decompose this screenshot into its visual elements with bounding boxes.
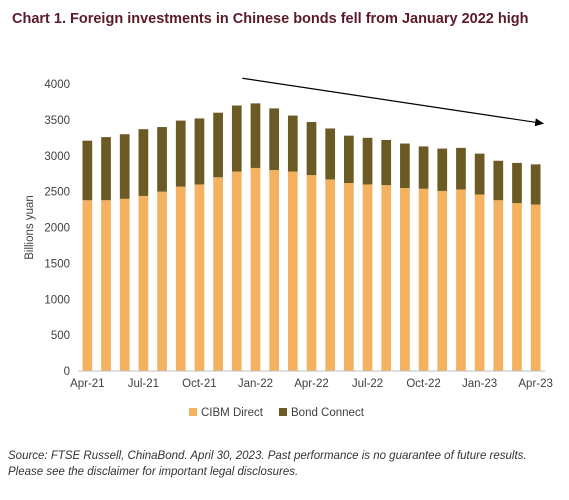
- bar-cibm-direct: [456, 189, 466, 371]
- legend-label-bond-connect: Bond Connect: [291, 407, 365, 419]
- bar-bond-connect: [418, 146, 429, 189]
- bar-bond-connect: [474, 153, 485, 195]
- x-tick-label: Jan-23: [462, 378, 497, 390]
- y-tick-label: 1500: [44, 258, 70, 270]
- bar-cibm-direct: [138, 195, 149, 371]
- bar-cibm-direct: [231, 171, 242, 371]
- bar-cibm-direct: [493, 200, 504, 371]
- bar-cibm-direct: [157, 191, 167, 371]
- bar-bond-connect: [157, 127, 167, 192]
- x-tick-label: Oct-22: [406, 378, 441, 390]
- bar-cibm-direct: [306, 175, 317, 371]
- bar-bond-connect: [381, 139, 392, 186]
- y-tick-label: 1000: [44, 294, 70, 306]
- bar-bond-connect: [344, 135, 354, 184]
- bar-bond-connect: [250, 103, 261, 168]
- legend-swatch-bond-connect: [279, 408, 287, 416]
- bar-bond-connect: [194, 118, 205, 185]
- bar-cibm-direct: [362, 184, 373, 371]
- x-tick-label: Jan-22: [238, 378, 273, 390]
- bar-cibm-direct: [287, 171, 298, 371]
- bar-bond-connect: [306, 122, 317, 176]
- bar-cibm-direct: [82, 200, 93, 371]
- y-tick-label: 3000: [44, 151, 70, 163]
- source-note: Source: FTSE Russell, ChinaBond. April 3…: [8, 448, 564, 480]
- bar-cibm-direct: [400, 188, 410, 371]
- bar-bond-connect: [175, 120, 186, 187]
- bar-cibm-direct: [512, 203, 522, 371]
- bar-cibm-direct: [101, 200, 111, 371]
- bar-bond-connect: [231, 105, 242, 172]
- bar-cibm-direct: [530, 204, 541, 371]
- bar-cibm-direct: [269, 170, 279, 371]
- legend-label-cibm-direct: CIBM Direct: [201, 407, 264, 419]
- bar-bond-connect: [119, 134, 130, 199]
- disclaimer-line: Please see the disclaimer for important …: [8, 466, 299, 478]
- bar-cibm-direct: [119, 198, 130, 371]
- bar-bond-connect: [512, 162, 522, 204]
- trend-arrow: [242, 77, 545, 127]
- bar-cibm-direct: [325, 179, 336, 371]
- chart-title: Chart 1. Foreign investments in Chinese …: [12, 11, 529, 27]
- legend-swatch-cibm-direct: [189, 408, 197, 416]
- bar-cibm-direct: [250, 167, 261, 371]
- y-tick-label: 2500: [44, 187, 70, 199]
- bar-cibm-direct: [474, 194, 485, 371]
- x-tick-label: Oct-21: [182, 378, 217, 390]
- bar-cibm-direct: [175, 186, 186, 371]
- bar-cibm-direct: [194, 184, 205, 371]
- bar-bond-connect: [456, 147, 466, 190]
- stacked-bar-chart: 0 500 1000 1500 2000 2500 3000 3500 4000 Billions…: [24, 77, 553, 419]
- y-tick-label: 2000: [44, 223, 70, 235]
- x-tick-label: Jul-22: [352, 378, 383, 390]
- y-tick-label: 4000: [44, 79, 70, 91]
- y-axis-title: Billions yuan: [24, 195, 36, 260]
- x-tick-label: Apr-21: [70, 378, 105, 390]
- x-tick-label: Apr-23: [518, 378, 553, 390]
- bar-bond-connect: [101, 137, 111, 201]
- x-tick-label: Apr-22: [294, 378, 329, 390]
- bar-bond-connect: [138, 129, 149, 196]
- bar-cibm-direct: [213, 177, 223, 371]
- bar-bond-connect: [493, 160, 504, 201]
- source-line: Source: FTSE Russell, ChinaBond. April 3…: [8, 450, 527, 462]
- bar-bond-connect: [287, 115, 298, 172]
- bar-bond-connect: [400, 143, 410, 189]
- bar-bond-connect: [325, 128, 336, 180]
- bar-bond-connect: [530, 164, 541, 205]
- bar-bond-connect: [213, 112, 223, 178]
- plot-area: 0 500 1000 1500 2000 2500 3000 3500 4000 Billions…: [24, 77, 553, 419]
- bar-cibm-direct: [437, 190, 448, 371]
- bar-cibm-direct: [418, 188, 429, 371]
- y-tick-label: 3500: [44, 115, 70, 127]
- x-tick-label: Jul-21: [128, 378, 159, 390]
- bar-bond-connect: [362, 137, 373, 185]
- bar-bond-connect: [437, 148, 448, 191]
- bar-bond-connect: [82, 140, 93, 201]
- bar-cibm-direct: [381, 185, 392, 371]
- bar-cibm-direct: [344, 183, 354, 371]
- y-tick-label: 0: [64, 366, 70, 378]
- y-tick-label: 500: [51, 330, 70, 342]
- bar-bond-connect: [269, 108, 279, 171]
